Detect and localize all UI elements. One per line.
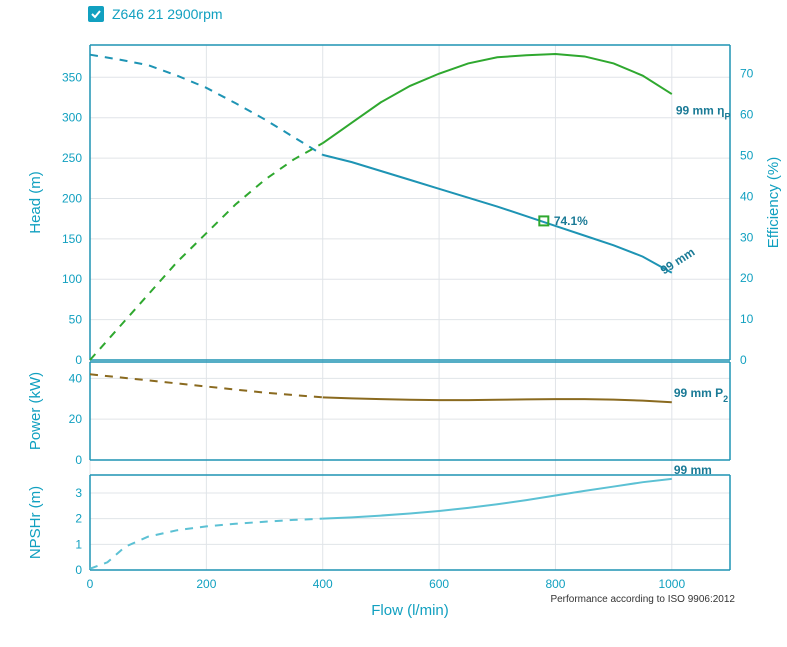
svg-text:Performance according to ISO 9: Performance according to ISO 9906:2012 bbox=[550, 594, 735, 605]
svg-text:70: 70 bbox=[740, 67, 754, 81]
pump-curve-chart: 02004006008001000Flow (l/min)Performance… bbox=[0, 0, 787, 647]
svg-text:10: 10 bbox=[740, 312, 754, 326]
svg-text:400: 400 bbox=[313, 577, 333, 591]
svg-text:30: 30 bbox=[740, 230, 754, 244]
svg-text:74.1%: 74.1% bbox=[554, 214, 588, 228]
svg-text:1000: 1000 bbox=[658, 577, 685, 591]
svg-text:0: 0 bbox=[75, 563, 82, 577]
svg-text:0: 0 bbox=[75, 353, 82, 367]
svg-text:1: 1 bbox=[75, 537, 82, 551]
svg-text:350: 350 bbox=[62, 70, 82, 84]
svg-text:20: 20 bbox=[740, 271, 754, 285]
svg-text:Flow (l/min): Flow (l/min) bbox=[371, 602, 449, 619]
svg-text:99 mm ηP: 99 mm ηP bbox=[676, 104, 731, 122]
svg-text:100: 100 bbox=[62, 272, 82, 286]
svg-text:250: 250 bbox=[62, 151, 82, 165]
svg-text:NPSHr (m): NPSHr (m) bbox=[27, 486, 44, 559]
svg-text:300: 300 bbox=[62, 111, 82, 125]
svg-text:0: 0 bbox=[75, 453, 82, 467]
svg-text:200: 200 bbox=[196, 577, 216, 591]
svg-text:50: 50 bbox=[740, 148, 754, 162]
svg-text:3: 3 bbox=[75, 486, 82, 500]
svg-text:99 mm: 99 mm bbox=[674, 463, 712, 477]
svg-text:2: 2 bbox=[75, 512, 82, 526]
svg-text:0: 0 bbox=[740, 353, 747, 367]
svg-text:150: 150 bbox=[62, 232, 82, 246]
svg-text:Power (kW): Power (kW) bbox=[27, 372, 44, 450]
svg-text:40: 40 bbox=[740, 189, 754, 203]
svg-text:20: 20 bbox=[69, 412, 83, 426]
svg-text:200: 200 bbox=[62, 191, 82, 205]
svg-text:600: 600 bbox=[429, 577, 449, 591]
svg-text:800: 800 bbox=[545, 577, 565, 591]
svg-text:Head (m): Head (m) bbox=[27, 171, 44, 234]
svg-text:40: 40 bbox=[69, 371, 83, 385]
svg-text:50: 50 bbox=[69, 313, 83, 327]
svg-text:0: 0 bbox=[87, 577, 94, 591]
svg-text:Efficiency (%): Efficiency (%) bbox=[765, 157, 782, 248]
svg-text:60: 60 bbox=[740, 108, 754, 122]
svg-text:99 mm: 99 mm bbox=[658, 245, 698, 277]
svg-text:99 mm P2: 99 mm P2 bbox=[674, 386, 728, 404]
